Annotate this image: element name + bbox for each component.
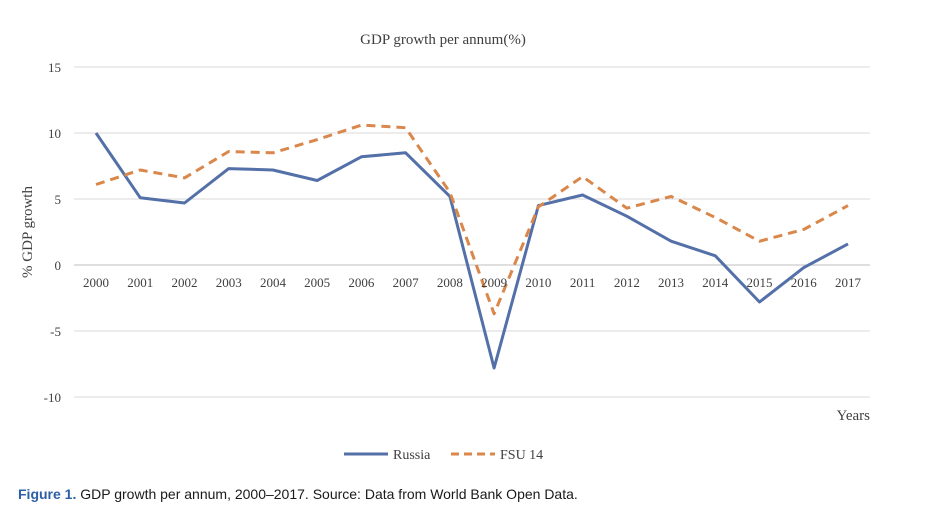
x-axis-label: Years: [837, 408, 871, 424]
x-tick-label: 2016: [791, 275, 818, 290]
x-tick-label: 2004: [260, 275, 287, 290]
x-tick-label: 2010: [525, 275, 551, 290]
chart-title: GDP growth per annum(%): [360, 32, 526, 48]
figure-caption: Figure 1. GDP growth per annum, 2000–201…: [18, 486, 578, 502]
x-tick-label: 2017: [835, 275, 862, 290]
series-lines: [94, 123, 849, 370]
gdp-growth-chart: GDP growth per annum(%) 15 10 5 0 -5 -10 % GD…: [20, 32, 871, 463]
series-line-russia: [94, 132, 849, 370]
y-axis-ticks: 15 10 5 0 -5 -10: [44, 60, 61, 405]
y-tick-label: -10: [44, 390, 61, 405]
x-tick-label: 2008: [437, 275, 463, 290]
x-tick-label: 2006: [348, 275, 375, 290]
legend-label-fsu14: FSU 14: [500, 448, 543, 463]
series-line-fsu-14: [95, 123, 849, 316]
x-axis-ticks: 2000 2001 2002 2003 2004 2005 2006 2007 2008 2009…: [83, 275, 862, 290]
y-tick-label: 15: [48, 60, 61, 75]
x-tick-label: 2001: [127, 275, 153, 290]
x-tick-label: 2007: [393, 275, 420, 290]
x-tick-label: 2013: [658, 275, 684, 290]
figure-caption-text: GDP growth per annum, 2000–2017. Source:…: [76, 486, 578, 502]
legend-label-russia: Russia: [393, 448, 431, 463]
x-tick-label: 2011: [570, 275, 596, 290]
x-tick-label: 2000: [83, 275, 109, 290]
grid: [74, 66, 870, 398]
x-tick-label: 2014: [702, 275, 729, 290]
y-tick-label: -5: [50, 324, 61, 339]
x-tick-label: 2015: [747, 275, 773, 290]
figure-caption-label: Figure 1.: [18, 486, 77, 502]
legend: Russia FSU 14: [344, 448, 543, 463]
y-axis-label: % GDP growth: [20, 186, 36, 278]
x-tick-label: 2009: [481, 275, 507, 290]
x-tick-label: 2003: [216, 275, 242, 290]
x-tick-label: 2002: [171, 275, 197, 290]
y-tick-label: 10: [48, 126, 61, 141]
x-tick-label: 2005: [304, 275, 330, 290]
y-tick-label: 0: [55, 258, 62, 273]
x-tick-label: 2012: [614, 275, 640, 290]
y-tick-label: 5: [55, 192, 62, 207]
